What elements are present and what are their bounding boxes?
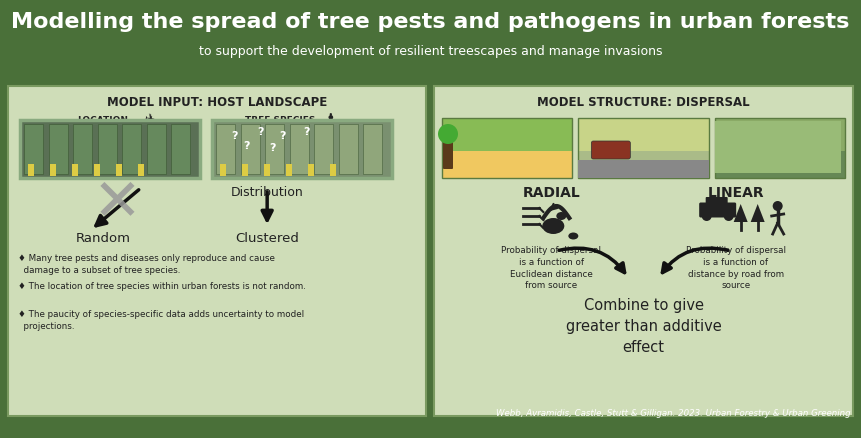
Text: Distribution: Distribution <box>231 186 304 199</box>
Text: ♦ The location of tree species within urban forests is not random.: ♦ The location of tree species within ur… <box>18 282 306 291</box>
Bar <box>265 124 284 174</box>
Text: Combine to give
greater than additive
effect: Combine to give greater than additive ef… <box>566 298 722 355</box>
Circle shape <box>438 124 458 144</box>
Bar <box>24 124 43 174</box>
Text: ✈: ✈ <box>143 112 155 127</box>
Bar <box>286 164 292 176</box>
Bar <box>73 124 92 174</box>
Bar <box>434 86 853 416</box>
Bar <box>330 164 336 176</box>
Text: ♦ Many tree pests and diseases only reproduce and cause
  damage to a subset of : ♦ Many tree pests and diseases only repr… <box>18 254 275 275</box>
Text: TREE SPECIES: TREE SPECIES <box>245 116 315 125</box>
Bar <box>212 120 392 178</box>
Bar <box>220 164 226 176</box>
Text: Modelling the spread of tree pests and pathogens in urban forests: Modelling the spread of tree pests and p… <box>11 12 850 32</box>
Circle shape <box>724 211 734 221</box>
Bar <box>138 164 144 176</box>
FancyBboxPatch shape <box>699 202 736 218</box>
FancyBboxPatch shape <box>592 141 630 159</box>
Polygon shape <box>734 204 747 222</box>
Bar <box>48 124 68 174</box>
Bar <box>442 118 573 178</box>
Text: ?: ? <box>231 131 238 141</box>
Text: Probability of dispersal
is a function of
distance by road from
source: Probability of dispersal is a function o… <box>685 246 786 290</box>
FancyBboxPatch shape <box>443 137 453 169</box>
Text: ♦ The paucity of species-specific data adds uncertainty to model
  projections.: ♦ The paucity of species-specific data a… <box>18 310 304 331</box>
Circle shape <box>702 211 712 221</box>
Text: ?: ? <box>269 143 276 153</box>
Text: Probability of dispersal
is a function of
Euclidean distance
from source: Probability of dispersal is a function o… <box>501 246 601 290</box>
Bar <box>579 151 709 178</box>
Text: ?: ? <box>304 127 310 137</box>
Bar <box>116 164 122 176</box>
Text: RADIAL: RADIAL <box>523 186 580 200</box>
Bar <box>97 124 117 174</box>
FancyBboxPatch shape <box>706 197 728 209</box>
Text: Clustered: Clustered <box>235 232 299 245</box>
Bar <box>20 120 200 178</box>
Text: Random: Random <box>76 232 130 245</box>
Text: Webb, Avramidis, Castle, Stutt & Gilligan. 2023. Urban Forestry & Urban Greening: Webb, Avramidis, Castle, Stutt & Gilliga… <box>497 409 851 418</box>
Bar <box>8 86 426 416</box>
Circle shape <box>772 201 783 211</box>
Bar <box>579 160 709 178</box>
Bar <box>28 164 34 176</box>
Text: LINEAR: LINEAR <box>708 186 764 200</box>
Text: ?: ? <box>244 141 251 151</box>
Bar <box>579 118 709 151</box>
Bar <box>442 151 573 178</box>
Ellipse shape <box>568 233 579 240</box>
Bar <box>264 164 270 176</box>
Text: LOCATION: LOCATION <box>77 116 128 125</box>
Bar <box>240 124 260 174</box>
Bar <box>171 124 190 174</box>
Bar <box>242 164 248 176</box>
Polygon shape <box>751 204 765 222</box>
Bar <box>94 164 100 176</box>
Ellipse shape <box>556 212 567 220</box>
Bar <box>122 124 141 174</box>
Text: MODEL INPUT: HOST LANDSCAPE: MODEL INPUT: HOST LANDSCAPE <box>107 96 327 109</box>
Bar <box>314 124 333 174</box>
Bar <box>146 124 166 174</box>
Bar <box>363 124 382 174</box>
Bar <box>216 124 235 174</box>
Bar <box>289 124 309 174</box>
Bar <box>715 121 841 173</box>
Bar <box>308 164 314 176</box>
Bar <box>50 164 56 176</box>
Text: to support the development of resilient treescapes and manage invasions: to support the development of resilient … <box>199 46 662 59</box>
Text: ?: ? <box>279 131 285 141</box>
Bar <box>72 164 78 176</box>
Text: ♟: ♟ <box>324 112 337 127</box>
Text: MODEL STRUCTURE: DISPERSAL: MODEL STRUCTURE: DISPERSAL <box>537 96 750 109</box>
Text: ✕: ✕ <box>92 174 141 232</box>
Ellipse shape <box>542 218 564 234</box>
Bar <box>715 151 845 178</box>
Bar <box>579 118 709 178</box>
Bar <box>442 118 573 151</box>
Bar <box>715 118 845 151</box>
Text: ?: ? <box>257 127 263 137</box>
Bar <box>338 124 358 174</box>
Bar <box>715 118 845 178</box>
